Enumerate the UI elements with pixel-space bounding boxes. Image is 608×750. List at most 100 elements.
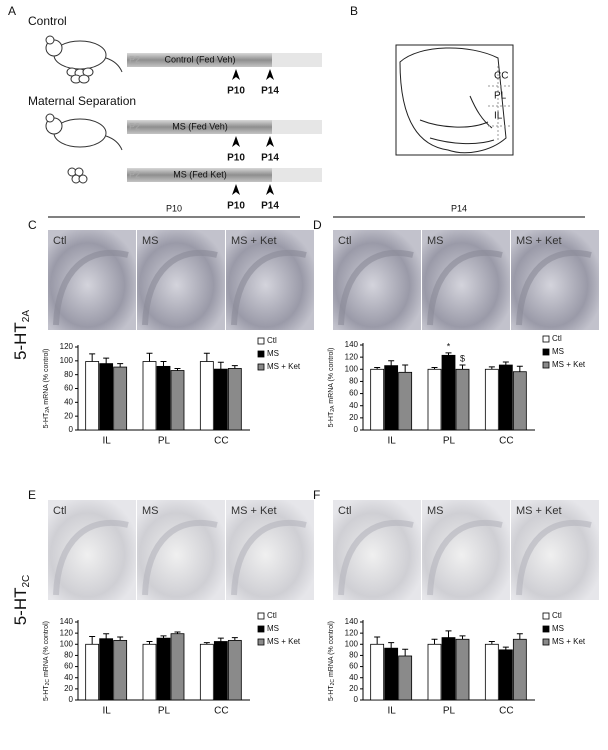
error-bar	[231, 637, 238, 641]
y-tick-label: 40	[349, 401, 358, 410]
legend-swatch	[542, 612, 550, 620]
micrograph	[333, 230, 421, 330]
bar	[455, 368, 470, 431]
error-bar	[502, 361, 509, 366]
micrograph	[511, 500, 599, 600]
error-bar	[502, 646, 509, 650]
y-tick-label: 80	[349, 651, 358, 660]
error-bar	[374, 636, 381, 645]
error-bar	[117, 636, 124, 641]
y-tick-label: 120	[60, 628, 74, 637]
y-tick-label: 60	[64, 662, 73, 671]
legend-label: Ctl	[552, 334, 562, 343]
timeline-mark: P10	[227, 86, 245, 97]
micrograph	[48, 230, 136, 330]
bar	[498, 364, 513, 431]
y-tick-label: 100	[345, 364, 359, 373]
group-title: Maternal Separation	[28, 94, 136, 108]
tissue-outline	[53, 249, 129, 326]
micrograph	[511, 230, 599, 330]
bar	[455, 638, 470, 701]
y-label-part: mRNA (% control)	[328, 348, 335, 406]
micrograph	[48, 500, 136, 600]
y-axis-label: 5-HT2A mRNA (% control)	[328, 348, 336, 428]
tissue-outline	[516, 519, 592, 596]
panel-label: B	[350, 4, 358, 18]
image-label: MS	[427, 235, 444, 247]
legend-label: MS	[267, 624, 279, 633]
bar	[113, 639, 128, 701]
legend-swatch	[542, 335, 550, 343]
row-label-sub: 2A	[21, 310, 32, 323]
y-tick-label: 100	[60, 639, 74, 648]
x-tick-label: IL	[387, 436, 396, 447]
legend-swatch	[542, 625, 550, 633]
image-label: MS + Ket	[516, 505, 562, 517]
error-bar	[217, 637, 224, 642]
arrowhead	[232, 184, 240, 195]
y-tick-label: 140	[345, 340, 359, 349]
y-axis-label: 5-HT2A mRNA (% control)	[43, 349, 51, 429]
timeline-bar	[127, 168, 272, 182]
y-tick-label: 120	[345, 628, 359, 637]
bar	[142, 643, 157, 701]
micrograph	[333, 500, 421, 600]
row-label-main: 5-HT	[11, 322, 30, 360]
timeline-extension	[272, 120, 322, 134]
timeline-mark: P14	[261, 201, 279, 212]
timeline-mark: P14	[261, 153, 279, 164]
error-bar	[160, 635, 167, 639]
timeline-extension	[272, 168, 322, 182]
x-tick-label: CC	[214, 706, 228, 717]
image-label: MS + Ket	[231, 505, 277, 517]
error-bar	[459, 364, 466, 370]
image-label: MS	[142, 235, 159, 247]
error-bar	[203, 352, 210, 362]
panel-label: F	[313, 488, 320, 502]
y-tick-label: 80	[64, 370, 73, 379]
timeline-name: MS (Fed Ket)	[173, 169, 227, 179]
bar	[512, 638, 527, 701]
y-tick-label: 60	[64, 384, 73, 393]
legend-swatch	[257, 625, 265, 633]
micrograph	[226, 230, 314, 330]
bar	[484, 368, 499, 431]
image-label: MS + Ket	[516, 235, 562, 247]
bar	[427, 643, 442, 701]
error-bar	[174, 367, 181, 371]
legend-label: MS	[267, 349, 279, 358]
x-tick-label: CC	[214, 436, 228, 447]
region-label: PL	[494, 91, 507, 102]
x-tick-label: PL	[158, 436, 171, 447]
y-tick-label: 20	[349, 684, 358, 693]
y-label-part: 5-HT	[328, 685, 335, 701]
error-bar	[459, 635, 466, 640]
error-bar	[146, 352, 153, 362]
error-bar	[445, 352, 452, 356]
bar	[213, 368, 228, 431]
y-tick-label: 40	[64, 673, 73, 682]
error-bar	[146, 641, 153, 645]
legend-label: MS + Ket	[267, 637, 301, 646]
y-label-part: mRNA (% control)	[43, 621, 50, 679]
bar	[99, 638, 114, 701]
panel-label: A	[8, 4, 16, 18]
error-bar	[103, 357, 110, 364]
bar	[398, 371, 413, 431]
micrograph	[422, 230, 510, 330]
bar	[156, 637, 171, 701]
bar	[85, 361, 100, 431]
error-bar	[488, 641, 495, 645]
age-header: P14	[451, 203, 467, 213]
timeline-name: MS (Fed Veh)	[172, 121, 228, 131]
significance-marker: *	[447, 341, 451, 351]
timeline-name: Control (Fed Veh)	[164, 54, 235, 64]
bar	[384, 365, 399, 431]
timeline-mark: P10	[227, 153, 245, 164]
legend-swatch	[257, 337, 265, 345]
tissue-outline	[53, 519, 129, 596]
mouse-icons	[45, 35, 123, 184]
error-bar	[431, 366, 438, 370]
region-label: CC	[494, 71, 508, 82]
timeline-bar	[127, 53, 272, 67]
